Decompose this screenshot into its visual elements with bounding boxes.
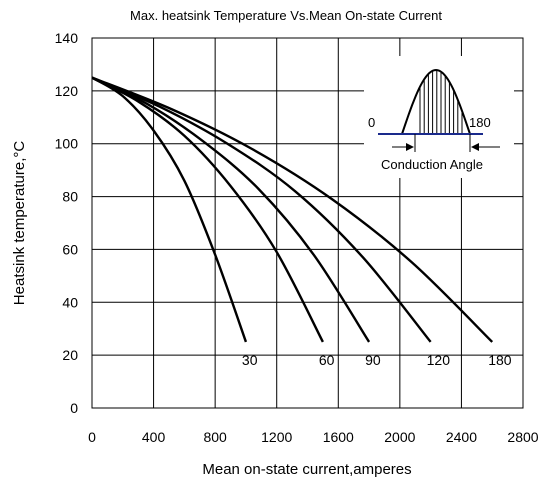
x-tick-label: 1600 <box>323 429 354 445</box>
x-tick-label: 800 <box>203 429 227 445</box>
y-tick-label: 140 <box>55 30 79 46</box>
x-tick-labels: 0 400 800 1200 1600 2000 2400 2800 <box>88 429 539 445</box>
y-axis-label: Heatsink temperature,°C <box>11 141 28 306</box>
series-label-30: 30 <box>242 352 258 368</box>
x-tick-label: 1200 <box>261 429 292 445</box>
x-tick-label: 2800 <box>507 429 538 445</box>
x-tick-label: 0 <box>88 429 96 445</box>
x-tick-label: 2000 <box>384 429 415 445</box>
series-label-60: 60 <box>319 352 335 368</box>
series-line-60 <box>91 76 324 343</box>
series-label-180: 180 <box>488 352 512 368</box>
y-tick-label: 120 <box>55 83 79 99</box>
plot-frame <box>91 37 524 409</box>
series-label-120: 120 <box>427 352 451 368</box>
inset-label-end: 180 <box>469 115 491 130</box>
y-tick-label: 20 <box>62 347 78 363</box>
chart-title: Max. heatsink Temperature Vs.Mean On-sta… <box>130 8 442 23</box>
inset-caption: Conduction Angle <box>381 157 483 172</box>
x-tick-label: 2400 <box>446 429 477 445</box>
inset-hatch-lines <box>419 70 463 134</box>
series-label-90: 90 <box>365 352 381 368</box>
inset-sine-half-wave <box>401 68 471 135</box>
curve-labels: 30 60 90 120 180 <box>242 352 512 368</box>
series-line-120 <box>91 76 432 343</box>
x-axis-label: Mean on-state current,amperes <box>202 461 411 478</box>
curves <box>91 76 494 343</box>
y-tick-labels: 0 20 40 60 80 100 120 140 <box>55 30 79 416</box>
x-tick-label: 400 <box>142 429 166 445</box>
series-line-30 <box>91 76 248 343</box>
y-tick-label: 40 <box>62 294 78 310</box>
inset-arrow-left-head <box>406 143 414 151</box>
inset-background <box>364 56 514 178</box>
y-tick-label: 80 <box>62 189 78 205</box>
inset-arrow-right-head <box>471 143 479 151</box>
conduction-angle-inset: 0 180 Conduction Angle <box>364 56 514 178</box>
y-tick-label: 100 <box>55 136 79 152</box>
y-tick-label: 0 <box>70 400 78 416</box>
series-line-90 <box>91 76 371 343</box>
series-line-180 <box>91 76 494 343</box>
inset-label-start: 0 <box>368 115 375 130</box>
y-tick-label: 60 <box>62 241 78 257</box>
